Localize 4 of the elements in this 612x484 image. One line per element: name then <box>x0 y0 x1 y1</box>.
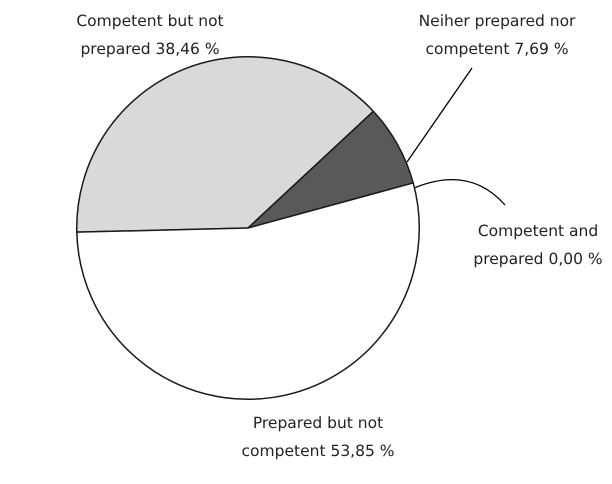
slice-label: Competent but not prepared 38,46 % <box>76 12 224 58</box>
slice-label: Neiher prepared nor competent 7,69 % <box>418 12 576 58</box>
slice-label: Prepared but not competent 53,85 % <box>242 414 394 460</box>
category-label: Competent and prepared 0,00 % <box>473 222 603 268</box>
